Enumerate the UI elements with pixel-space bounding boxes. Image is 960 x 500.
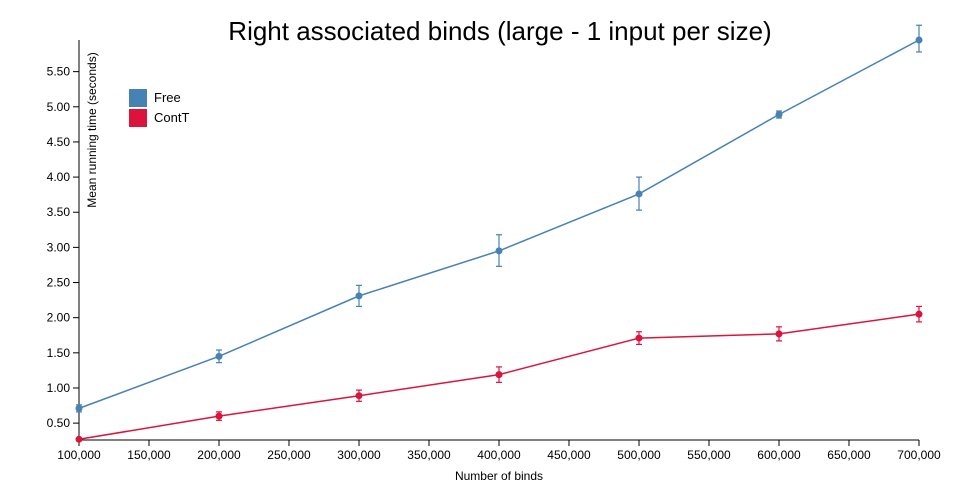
legend-swatch-contt — [129, 109, 147, 127]
x-tick-label: 650,000 — [827, 448, 871, 462]
data-point-free — [215, 352, 223, 360]
y-tick-label: 3.00 — [47, 240, 71, 254]
x-tick-label: 450,000 — [547, 448, 591, 462]
data-point-contt — [215, 412, 223, 420]
data-point-contt — [775, 330, 783, 338]
data-point-contt — [635, 334, 643, 342]
x-tick-label: 200,000 — [197, 448, 241, 462]
data-point-contt — [75, 435, 83, 443]
x-tick-label: 700,000 — [897, 448, 941, 462]
data-point-free — [915, 36, 923, 44]
x-axis-title: Number of binds — [455, 469, 543, 483]
x-tick-label: 600,000 — [757, 448, 801, 462]
x-tick-label: 100,000 — [57, 448, 101, 462]
y-tick-label: 4.00 — [47, 170, 71, 184]
legend-swatch-free — [129, 89, 147, 107]
y-tick-label: 1.50 — [47, 346, 71, 360]
y-tick-label: 5.00 — [47, 100, 71, 114]
x-tick-label: 150,000 — [127, 448, 171, 462]
x-tick-label: 300,000 — [337, 448, 381, 462]
y-tick-label: 5.50 — [47, 65, 71, 79]
x-tick-label: 500,000 — [617, 448, 661, 462]
data-point-contt — [915, 310, 923, 318]
data-point-contt — [355, 392, 363, 400]
x-tick-label: 400,000 — [477, 448, 521, 462]
data-point-contt — [495, 371, 503, 379]
data-point-free — [635, 190, 643, 198]
y-axis-title: Mean running time (seconds) — [85, 52, 99, 207]
y-tick-label: 3.50 — [47, 205, 71, 219]
data-point-free — [495, 247, 503, 255]
x-tick-label: 250,000 — [267, 448, 311, 462]
legend-label-contt: ContT — [154, 110, 189, 125]
y-tick-label: 2.50 — [47, 276, 71, 290]
data-point-free — [355, 292, 363, 300]
data-point-free — [775, 111, 783, 119]
legend: Free ContT — [129, 89, 189, 127]
data-point-free — [75, 404, 83, 412]
plot-area — [75, 24, 923, 443]
y-tick-label: 2.00 — [47, 311, 71, 325]
chart-title: Right associated binds (large - 1 input … — [228, 16, 771, 46]
x-tick-label: 550,000 — [687, 448, 731, 462]
legend-label-free: Free — [154, 90, 181, 105]
x-tick-label: 350,000 — [407, 448, 451, 462]
series-line-free — [78, 39, 920, 410]
y-tick-label: 4.50 — [47, 135, 71, 149]
y-tick-label: 0.50 — [47, 416, 71, 430]
axes: 0.50 1.00 1.50 2.00 2.50 3.00 3.50 4.00 4.50 5.00… — [47, 40, 941, 462]
y-tick-label: 1.00 — [47, 381, 71, 395]
